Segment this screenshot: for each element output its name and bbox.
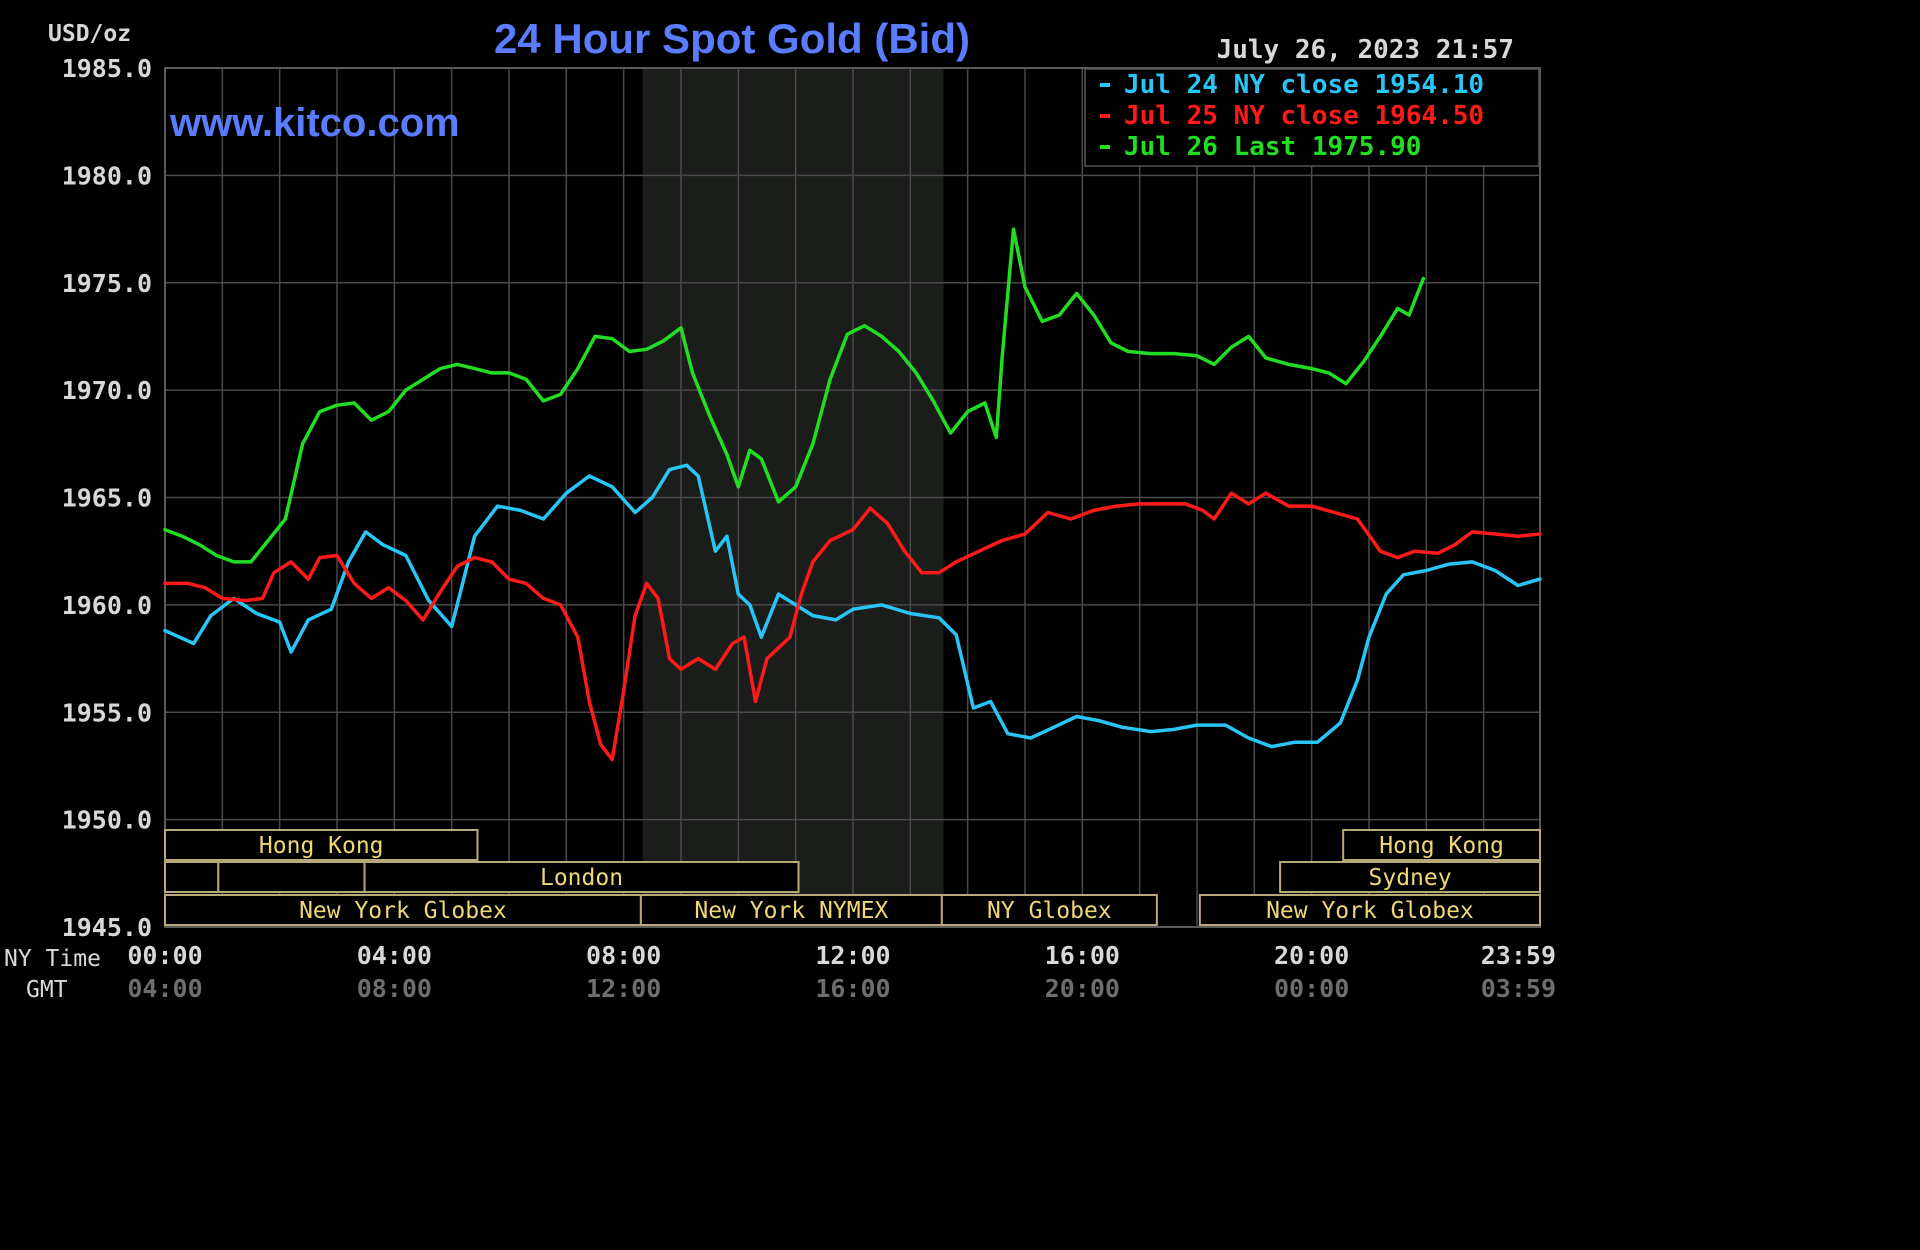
session-label: London [540, 865, 623, 891]
session-bar [363, 861, 800, 893]
gold-chart: Hong Kong London New York Globex New York N… [4, 15, 1556, 1003]
x-tick-label-ny: 00:00 [127, 941, 202, 970]
x-tick-label-ny: 16:00 [1045, 941, 1120, 970]
x-tick-label-ny: 23:59 [1481, 941, 1556, 970]
legend-swatch [1100, 114, 1110, 118]
session-bar [639, 894, 943, 926]
x-tick-label-ny: 12:00 [815, 941, 890, 970]
session-bar [164, 829, 479, 861]
x-tick-label-ny: 08:00 [586, 941, 661, 970]
chart-timestamp: July 26, 2023 21:57 [1217, 35, 1514, 65]
y-tick-label: 1955.0 [62, 698, 152, 727]
y-tick-label: 1960.0 [62, 591, 152, 620]
unit-label: USD/oz [48, 21, 131, 47]
session-label: Sydney [1369, 865, 1452, 891]
y-tick-label: 1950.0 [62, 806, 152, 835]
session-label: New York NYMEX [694, 898, 888, 924]
legend-box [1084, 68, 1540, 167]
chart-svg: Hong Kong London New York Globex New York N… [4, 15, 1556, 1003]
x-tick-label-gmt: 16:00 [815, 974, 890, 1003]
x-tick-label-gmt: 20:00 [1045, 974, 1120, 1003]
session-bar [217, 861, 366, 893]
legend-label: Jul 25 NY close 1964.50 [1124, 101, 1484, 131]
session-label: New York Globex [1266, 898, 1474, 924]
x-tick-label-gmt: 03:59 [1481, 974, 1556, 1003]
y-tick-label: 1970.0 [62, 376, 152, 405]
legend-swatch [1100, 145, 1110, 149]
y-tick-label: 1945.0 [62, 913, 152, 942]
session-bar [164, 894, 642, 926]
session-bar [940, 894, 1158, 926]
series-line-2 [163, 491, 1542, 762]
y-tick-label: 1975.0 [62, 269, 152, 298]
series-line-1 [163, 463, 1542, 749]
x-tick-label-gmt: 00:00 [1274, 974, 1349, 1003]
session-label: Hong Kong [259, 833, 384, 859]
session-label: New York Globex [299, 898, 507, 924]
x-tick-label-gmt: 08:00 [357, 974, 432, 1003]
legend-label: Jul 24 NY close 1954.10 [1124, 70, 1484, 100]
legend-swatch [1100, 83, 1110, 87]
session-label: Hong Kong [1379, 833, 1504, 859]
session-bar [164, 861, 220, 893]
x-tick-label-ny: 20:00 [1274, 941, 1349, 970]
y-tick-label: 1985.0 [62, 54, 152, 83]
plot-frame [164, 67, 1541, 928]
x-tick-label-gmt: 04:00 [127, 974, 202, 1003]
session-bar [1279, 861, 1541, 893]
y-tick-label: 1980.0 [62, 161, 152, 190]
session-label: NY Globex [987, 898, 1112, 924]
x-axis-title-gmt: GMT [26, 977, 68, 1003]
watermark-text: www.kitco.com [169, 101, 460, 145]
series-line-3 [163, 227, 1426, 564]
y-tick-label: 1965.0 [62, 484, 152, 513]
x-tick-label-ny: 04:00 [357, 941, 432, 970]
session-bar [1342, 829, 1542, 861]
x-tick-label-gmt: 12:00 [586, 974, 661, 1003]
chart-title: 24 Hour Spot Gold (Bid) [494, 15, 970, 62]
legend-label: Jul 26 Last 1975.90 [1124, 132, 1421, 162]
x-axis-title-ny: NY Time [4, 946, 101, 972]
session-bar [1198, 894, 1542, 926]
